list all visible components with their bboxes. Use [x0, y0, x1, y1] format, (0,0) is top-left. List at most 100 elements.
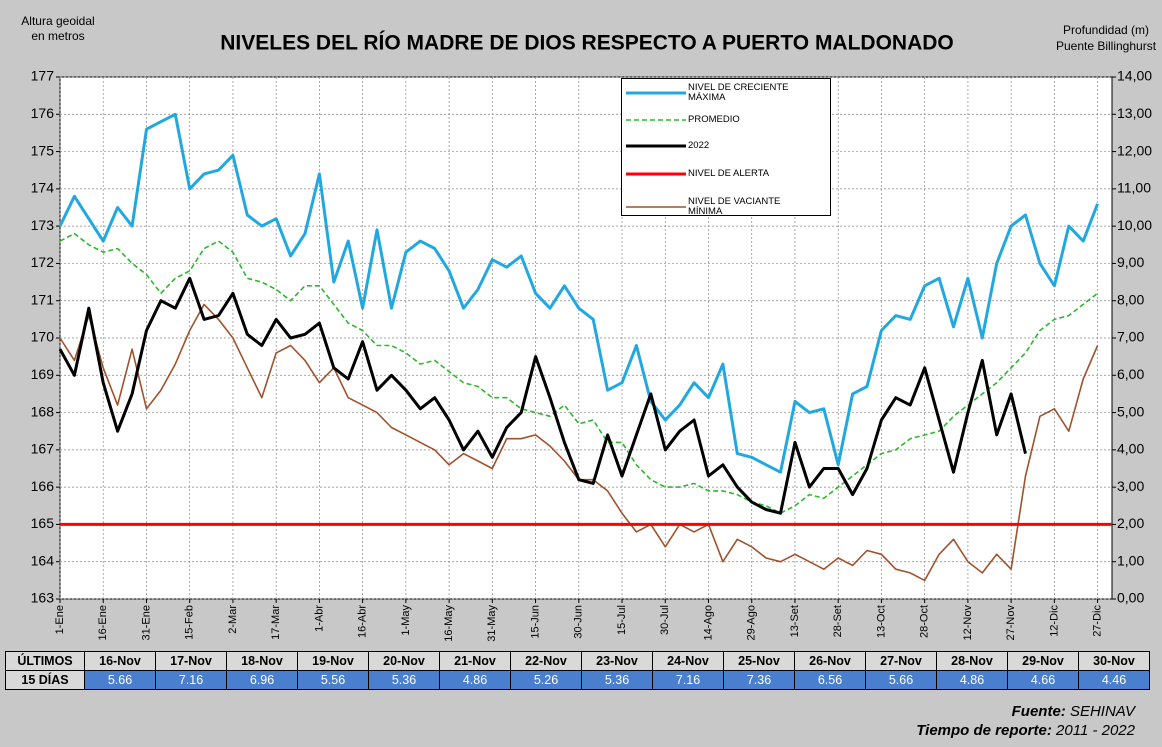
- x-tick-label: 16-Ene: [97, 605, 109, 640]
- table-cell: 5.36: [368, 670, 440, 690]
- y-tick-label: 172: [31, 254, 55, 270]
- x-tick-label: 27-Nov: [1005, 605, 1017, 641]
- y-tick-label: 171: [31, 291, 55, 307]
- x-tick-label: 1-Ene: [54, 605, 66, 634]
- table-cell: 27-Nov: [865, 651, 937, 671]
- x-tick-label: 1-Abr: [313, 605, 325, 632]
- y-tick-label: 166: [31, 478, 55, 494]
- series-line: [59, 232, 1099, 514]
- x-tick-label: 12-Dic: [1048, 605, 1060, 637]
- table-cell: 29-Nov: [1007, 651, 1079, 671]
- y2-tick-label: 13,00: [1117, 105, 1152, 121]
- legend-label: PROMEDIO: [688, 114, 740, 125]
- y2-axis-label: Puente Billinghurst: [1056, 39, 1157, 53]
- y2-tick-label: 12,00: [1117, 142, 1152, 158]
- legend-item: PROMEDIO: [626, 115, 813, 125]
- x-tick-label: 16-May: [443, 605, 455, 642]
- period: 2011 - 2022: [1056, 722, 1135, 739]
- y2-tick-label: 8,00: [1117, 291, 1144, 307]
- table-cell: 5.26: [510, 670, 582, 690]
- chart: Altura geoidal en metros Profundidad (m)…: [21, 14, 1157, 642]
- legend: NIVEL DE CRECIENTE MÁXIMA PROMEDIO 2022 NIV…: [621, 78, 831, 217]
- table-cell: 5.66: [865, 670, 937, 690]
- table-cell: 25-Nov: [723, 651, 795, 671]
- y-tick-label: 163: [31, 590, 55, 606]
- table-cell: 18-Nov: [226, 651, 298, 671]
- x-tick-label: 12-Nov: [962, 605, 974, 641]
- x-tick-label: 13-Oct: [875, 605, 887, 638]
- legend-item: 2022: [626, 141, 813, 151]
- y2-tick-label: 9,00: [1117, 254, 1144, 270]
- legend-swatch: [626, 206, 686, 208]
- y2-tick-label: 3,00: [1117, 478, 1144, 494]
- x-tick-label: 16-Abr: [357, 605, 369, 638]
- table-cell: 4.46: [1078, 670, 1150, 690]
- y2-tick-label: 14,00: [1117, 68, 1152, 84]
- source: SEHINAV: [1069, 703, 1135, 720]
- table-cell: 4.66: [1007, 670, 1079, 690]
- y2-tick-label: 2,00: [1117, 515, 1144, 531]
- x-tick-label: 14-Ago: [702, 605, 714, 640]
- table-cell: 5.36: [581, 670, 653, 690]
- x-tick-label: 30-Jul: [659, 605, 671, 635]
- y-tick-label: 174: [31, 180, 55, 196]
- y-tick-label: 165: [31, 515, 55, 531]
- table-cell: 15 DÍAS: [5, 670, 85, 690]
- y2-tick-label: 7,00: [1117, 329, 1144, 345]
- series-line: [58, 276, 1027, 515]
- x-tick-label: 29-Ago: [746, 605, 758, 640]
- table-cell: 28-Nov: [936, 651, 1008, 671]
- x-tick-label: 28-Oct: [919, 605, 931, 638]
- x-tick-label: 27-Dic: [1091, 605, 1103, 637]
- legend-swatch: [626, 91, 686, 95]
- table-cell: 22-Nov: [510, 651, 582, 671]
- table-cell: 30-Nov: [1078, 651, 1150, 671]
- legend-item: NIVEL DE VACIANTE MÍNIMA: [626, 197, 813, 217]
- chart-title: NIVELES DEL RÍO MADRE DE DIOS RESPECTO A…: [220, 32, 954, 55]
- table-cell: 6.56: [794, 670, 866, 690]
- footer: Fuente: SEHINAV Tiempo de reporte: 2011 …: [830, 702, 1135, 740]
- table-cell: 5.66: [84, 670, 156, 690]
- y2-tick-label: 5,00: [1117, 403, 1144, 419]
- legend-label: NIVEL DE ALERTA: [688, 168, 770, 179]
- x-tick-label: 28-Set: [832, 605, 844, 637]
- y-tick-label: 168: [31, 403, 55, 419]
- y2-tick-label: 4,00: [1117, 441, 1144, 457]
- table-header-row: ÚLTIMOS 16-Nov 17-Nov 18-Nov 19-Nov 20-Nov 21-…: [5, 651, 1150, 671]
- table-cell: 5.56: [297, 670, 369, 690]
- x-tick-label: 1-May: [400, 605, 412, 636]
- y2-tick-label: 11,00: [1117, 180, 1151, 196]
- legend-item: NIVEL DE ALERTA: [626, 169, 813, 179]
- table-cell: 24-Nov: [652, 651, 724, 671]
- y2-tick-label: 0,00: [1117, 590, 1144, 606]
- y-tick-label: 177: [31, 68, 55, 84]
- y-tick-label: 175: [31, 142, 55, 158]
- period-label: Tiempo de reporte:: [916, 722, 1052, 739]
- table: ÚLTIMOS 16-Nov 17-Nov 18-Nov 19-Nov 20-Nov 21-…: [5, 651, 1150, 690]
- source-line: Fuente: SEHINAV: [830, 702, 1135, 721]
- x-tick-label: 2-Mar: [227, 605, 239, 634]
- table-cell: 20-Nov: [368, 651, 440, 671]
- y2-tick-label: 6,00: [1117, 366, 1144, 382]
- y-tick-label: 170: [31, 329, 55, 345]
- table-cell: 26-Nov: [794, 651, 866, 671]
- x-tick-label: 15-Jul: [616, 605, 628, 635]
- y2-axis-label: Profundidad (m): [1063, 23, 1149, 37]
- table-cell: 17-Nov: [155, 651, 227, 671]
- x-tick-label: 13-Set: [789, 605, 801, 637]
- legend-item: NIVEL DE CRECIENTE MÁXIMA: [626, 83, 813, 103]
- table-cell: 19-Nov: [297, 651, 369, 671]
- y-axis-label: Altura geoidal: [21, 14, 94, 28]
- x-tick-label: 31-Ene: [140, 605, 152, 640]
- y-axis-label: en metros: [31, 29, 84, 43]
- y2-tick-label: 1,00: [1117, 552, 1144, 568]
- series-line: [58, 112, 1099, 474]
- table-cell: 21-Nov: [439, 651, 511, 671]
- table-cell: 7.16: [155, 670, 227, 690]
- period-line: Tiempo de reporte: 2011 - 2022: [830, 721, 1135, 740]
- table-row: 15 DÍAS 5.66 7.16 6.96 5.56 5.36 4.86 5.26 5.36 7…: [5, 670, 1150, 690]
- legend-swatch: [626, 172, 686, 176]
- x-tick-label: 30-Jun: [573, 605, 585, 639]
- table-cell: 23-Nov: [581, 651, 653, 671]
- y-tick-label: 173: [31, 217, 55, 233]
